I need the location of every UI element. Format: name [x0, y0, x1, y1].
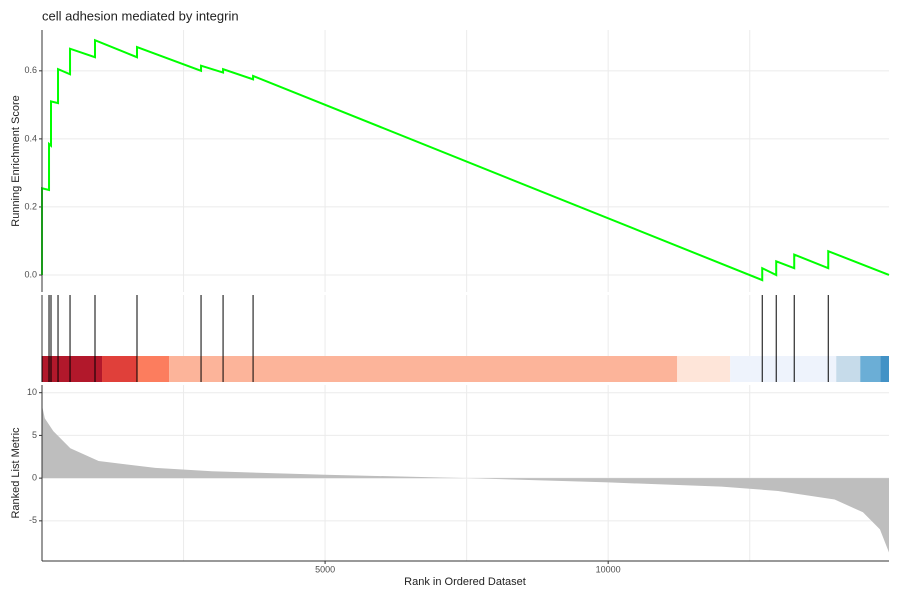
y-axis-label: Running Enrichment Score	[10, 95, 22, 226]
y-tick-label: 5	[32, 430, 37, 440]
y-axis-label: Ranked List Metric	[10, 427, 22, 519]
y-tick-label: 0.6	[24, 65, 37, 75]
y-tick-label: 0.0	[24, 269, 37, 279]
x-tick-label: 5000	[315, 564, 335, 574]
rank-band	[880, 356, 889, 382]
rank-band	[677, 356, 731, 382]
rank-band	[730, 356, 837, 382]
rank-band	[860, 356, 881, 382]
x-axis-label: Rank in Ordered Dataset	[404, 576, 526, 588]
y-tick-label: 0.2	[24, 201, 37, 211]
rank-band	[137, 356, 170, 382]
y-tick-label: 0	[32, 473, 37, 483]
metric-area	[42, 405, 889, 553]
y-tick-label: 10	[27, 387, 37, 397]
rank-band	[169, 356, 678, 382]
y-tick-label: -5	[29, 515, 37, 525]
running-score-line	[41, 38, 890, 282]
chart-title: cell adhesion mediated by integrin	[42, 8, 239, 23]
rank-band	[102, 356, 138, 382]
rank-band	[836, 356, 861, 382]
rank-band	[42, 356, 103, 382]
y-tick-label: 0.4	[24, 133, 37, 143]
x-tick-label: 10000	[596, 564, 621, 574]
